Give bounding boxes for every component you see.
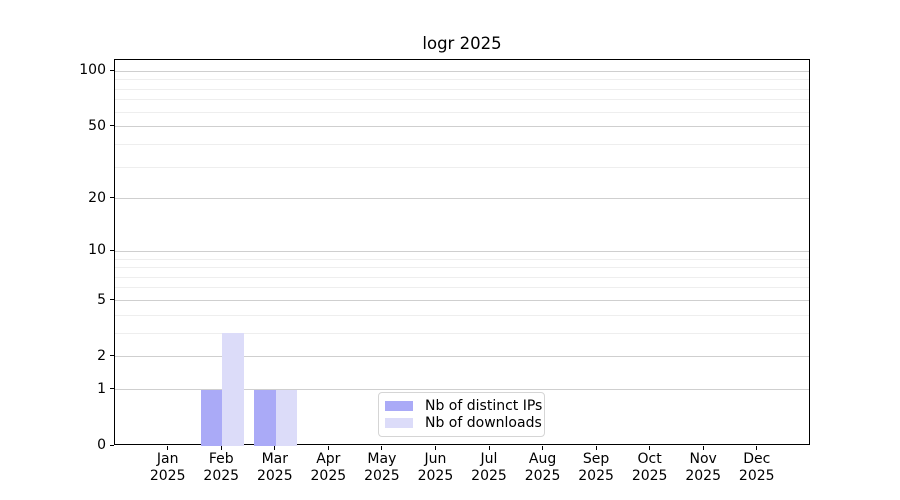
y-tick-mark (110, 355, 114, 357)
x-tick-mark (488, 446, 490, 450)
x-tick-mark (327, 446, 329, 450)
y-tick-mark (110, 299, 114, 300)
gridline-major (115, 300, 809, 301)
gridline-major (115, 356, 809, 358)
month-label: Nov (689, 451, 717, 467)
bar-mar-downloads (275, 389, 298, 446)
y-tick-mark (110, 125, 114, 127)
gridline-major (115, 126, 809, 128)
y-tick-mark (110, 69, 114, 71)
legend-label-distinct-ips: Nb of distinct IPs (425, 397, 543, 414)
x-tick-label: Nov 2025 (668, 451, 738, 484)
x-tick-mark (542, 446, 544, 450)
year-label: 2025 (203, 467, 240, 484)
x-tick-label: Aug 2025 (508, 451, 578, 484)
month-label: May (367, 451, 397, 467)
y-tick-mark (110, 388, 114, 390)
year-label: 2025 (685, 467, 721, 484)
legend-label-downloads: Nb of downloads (425, 415, 542, 432)
year-label: 2025 (631, 467, 668, 484)
legend-item-distinct-ips: Nb of distinct IPs (385, 398, 542, 414)
year-label: 2025 (578, 467, 614, 484)
y-tick-label: 10 (88, 242, 106, 259)
y-tick-mark (110, 444, 114, 446)
x-tick-mark (649, 446, 651, 450)
year-label: 2025 (149, 467, 186, 484)
chart-title: logr 2025 (422, 34, 502, 53)
x-tick-label: Jun 2025 (400, 451, 470, 484)
y-tick-label: 2 (97, 347, 106, 364)
gridline-minor (115, 287, 809, 289)
x-tick-mark (274, 446, 276, 450)
gridline-major (115, 198, 809, 200)
x-tick-label: Dec 2025 (722, 451, 792, 484)
month-label: Jun (424, 451, 447, 467)
gridline-minor (115, 88, 809, 90)
gridline-minor (115, 314, 809, 316)
year-label: 2025 (310, 467, 347, 484)
y-tick-label: 20 (88, 189, 106, 206)
month-label: Dec (743, 451, 771, 467)
month-label: Apr (316, 451, 341, 467)
gridline-minor (115, 99, 809, 101)
year-label: 2025 (524, 467, 561, 484)
gridline-minor (115, 276, 809, 278)
year-label: 2025 (417, 467, 454, 484)
month-label: Sep (582, 451, 610, 467)
gridline-minor (115, 267, 809, 269)
gridline-major (115, 250, 809, 252)
y-tick-label: 1 (97, 380, 106, 397)
y-tick-label: 100 (79, 62, 106, 79)
bar-feb-downloads (222, 333, 244, 446)
y-tick-mark (110, 249, 114, 251)
y-tick-mark (110, 197, 114, 199)
month-label: Oct (637, 451, 662, 467)
x-tick-label: Jul 2025 (454, 451, 524, 484)
x-tick-label: Jan 2025 (133, 451, 203, 484)
month-label: Jan (156, 451, 179, 467)
month-label: Mar (261, 451, 288, 467)
bar-mar-distinct-ips (254, 389, 276, 446)
gridline-minor (115, 111, 809, 113)
year-label: 2025 (364, 467, 400, 484)
legend-swatch-downloads (385, 418, 413, 429)
x-tick-label: Sep 2025 (561, 451, 631, 484)
legend-item-downloads: Nb of downloads (385, 415, 542, 431)
gridline-minor (115, 79, 809, 81)
x-tick-mark (167, 446, 169, 450)
y-tick-label: 5 (97, 291, 106, 308)
x-tick-mark (595, 446, 597, 450)
gridline-minor (115, 258, 809, 260)
month-label: Aug (528, 451, 557, 467)
x-tick-mark (220, 446, 222, 450)
year-label: 2025 (738, 467, 775, 484)
gridline-minor (115, 166, 809, 168)
month-label: Jul (480, 451, 498, 467)
gridline-major (115, 70, 809, 72)
plot-area (114, 59, 810, 446)
x-tick-mark (756, 446, 758, 450)
x-tick-label: Feb 2025 (186, 451, 256, 484)
x-tick-label: Apr 2025 (293, 451, 363, 484)
gridline-minor (115, 143, 809, 145)
year-label: 2025 (256, 467, 293, 484)
x-tick-label: Oct 2025 (615, 451, 685, 484)
gridline-minor (115, 332, 809, 334)
x-tick-mark (381, 446, 383, 450)
y-tick-label: 0 (97, 437, 106, 453)
month-label: Feb (208, 451, 234, 467)
y-tick-label: 50 (88, 117, 106, 134)
x-tick-mark (702, 446, 704, 450)
legend-swatch-distinct-ips (385, 400, 413, 411)
gridline-major (115, 389, 809, 391)
bar-feb-distinct-ips (200, 389, 223, 446)
x-tick-label: May 2025 (347, 451, 417, 484)
x-tick-mark (434, 446, 436, 450)
legend: Nb of distinct IPs Nb of downloads (378, 392, 545, 437)
year-label: 2025 (471, 467, 507, 484)
x-tick-label: Mar 2025 (240, 451, 310, 484)
